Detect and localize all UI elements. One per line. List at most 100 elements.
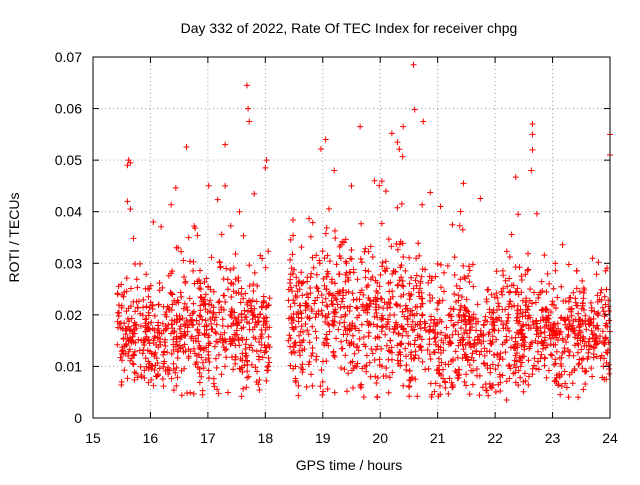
- data-point: [431, 388, 438, 395]
- data-point: [170, 360, 177, 367]
- data-point: [589, 334, 596, 341]
- data-point: [322, 230, 329, 237]
- data-point: [519, 297, 526, 304]
- data-point: [196, 366, 203, 373]
- data-point: [320, 388, 327, 395]
- data-point: [476, 351, 483, 358]
- data-point: [506, 375, 513, 382]
- data-point: [231, 309, 238, 316]
- data-point: [386, 374, 393, 381]
- data-point: [366, 359, 373, 366]
- data-point: [243, 82, 250, 89]
- data-point: [427, 356, 434, 363]
- data-point: [290, 297, 297, 304]
- data-point: [527, 325, 534, 332]
- data-point: [212, 314, 219, 321]
- data-point: [384, 316, 391, 323]
- data-point: [131, 376, 138, 383]
- data-point: [477, 195, 484, 202]
- data-point: [214, 196, 221, 203]
- data-point: [299, 361, 306, 368]
- y-tick-label: 0.03: [55, 255, 82, 271]
- data-point: [176, 316, 183, 323]
- data-point: [537, 317, 544, 324]
- data-point: [382, 188, 389, 195]
- data-point: [601, 313, 608, 320]
- data-point: [487, 384, 494, 391]
- data-point: [394, 357, 401, 364]
- data-point: [464, 330, 471, 337]
- data-point: [575, 310, 582, 317]
- data-point: [466, 278, 473, 285]
- data-point: [124, 162, 131, 169]
- data-point: [469, 381, 476, 388]
- data-point: [405, 340, 412, 347]
- data-point: [196, 321, 203, 328]
- data-point: [230, 265, 237, 272]
- data-point: [129, 333, 136, 340]
- data-point: [441, 288, 448, 295]
- data-point: [190, 267, 197, 274]
- data-point: [360, 334, 367, 341]
- data-point: [538, 307, 545, 314]
- data-point: [546, 280, 553, 287]
- data-point: [184, 324, 191, 331]
- data-point: [527, 341, 534, 348]
- data-point: [298, 323, 305, 330]
- data-point: [241, 307, 248, 314]
- data-point: [256, 339, 263, 346]
- data-point: [499, 291, 506, 298]
- data-point: [414, 393, 421, 400]
- data-point: [426, 273, 433, 280]
- data-point: [237, 299, 244, 306]
- data-point: [118, 304, 125, 311]
- data-point: [378, 324, 385, 331]
- data-point: [464, 339, 471, 346]
- data-point: [264, 363, 271, 370]
- data-point: [413, 255, 420, 262]
- data-point: [193, 359, 200, 366]
- data-point: [347, 359, 354, 366]
- data-point: [462, 321, 469, 328]
- data-point: [287, 256, 294, 263]
- data-point: [417, 325, 424, 332]
- data-point: [518, 359, 525, 366]
- data-point: [490, 309, 497, 316]
- data-point: [342, 278, 349, 285]
- data-point: [371, 313, 378, 320]
- data-point: [201, 323, 208, 330]
- data-point: [558, 314, 565, 321]
- data-point: [450, 306, 457, 313]
- data-point: [308, 352, 315, 359]
- data-point: [230, 288, 237, 295]
- data-point: [147, 282, 154, 289]
- data-point: [411, 341, 418, 348]
- data-point: [123, 327, 130, 334]
- data-point: [441, 269, 448, 276]
- x-tick-label: 20: [372, 430, 388, 446]
- data-point: [379, 315, 386, 322]
- data-point: [494, 352, 501, 359]
- data-point: [434, 260, 441, 267]
- data-point: [533, 210, 540, 217]
- data-point: [547, 309, 554, 316]
- data-point: [181, 365, 188, 372]
- data-point: [415, 355, 422, 362]
- data-point: [584, 356, 591, 363]
- data-point: [473, 347, 480, 354]
- data-point: [374, 323, 381, 330]
- data-point: [331, 389, 338, 396]
- data-point: [578, 346, 585, 353]
- data-point: [554, 294, 561, 301]
- data-point: [557, 315, 564, 322]
- data-point: [126, 346, 133, 353]
- data-point: [411, 326, 418, 333]
- data-point: [262, 164, 269, 171]
- data-point: [296, 332, 303, 339]
- data-point: [420, 118, 427, 125]
- data-point: [373, 288, 380, 295]
- data-point: [582, 380, 589, 387]
- data-point: [233, 327, 240, 334]
- data-point: [258, 326, 265, 333]
